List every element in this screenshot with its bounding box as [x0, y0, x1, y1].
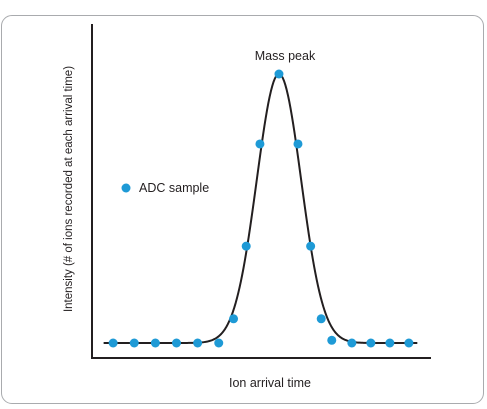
data-point-15 [347, 338, 357, 348]
data-points [108, 69, 414, 348]
data-point-16 [366, 338, 376, 348]
data-point-11 [293, 139, 303, 149]
data-point-17 [385, 338, 395, 348]
data-point-5 [193, 338, 203, 348]
axes [91, 24, 431, 359]
data-point-3 [150, 338, 160, 348]
data-point-13 [316, 314, 326, 324]
data-point-1 [108, 338, 118, 348]
data-point-9 [255, 139, 265, 149]
data-point-8 [241, 241, 251, 251]
legend-label: ADC sample [139, 181, 209, 195]
data-point-7 [229, 314, 239, 324]
data-point-6 [214, 338, 224, 348]
x-axis-label: Ion arrival time [229, 376, 311, 390]
y-axis-label: Intensity (# of ions recorded at each ar… [63, 66, 75, 312]
figure-frame [1, 15, 484, 404]
data-point-14 [327, 335, 337, 345]
curve-line [103, 73, 418, 344]
data-point-18 [404, 338, 414, 348]
data-point-10 [274, 69, 284, 79]
data-point-12 [306, 241, 316, 251]
data-point-4 [172, 338, 181, 348]
peak-annotation: Mass peak [255, 49, 316, 63]
curve-layer [103, 73, 418, 344]
legend-marker-icon [121, 183, 131, 193]
data-point-2 [129, 338, 139, 348]
legend: ADC sample [121, 181, 209, 195]
